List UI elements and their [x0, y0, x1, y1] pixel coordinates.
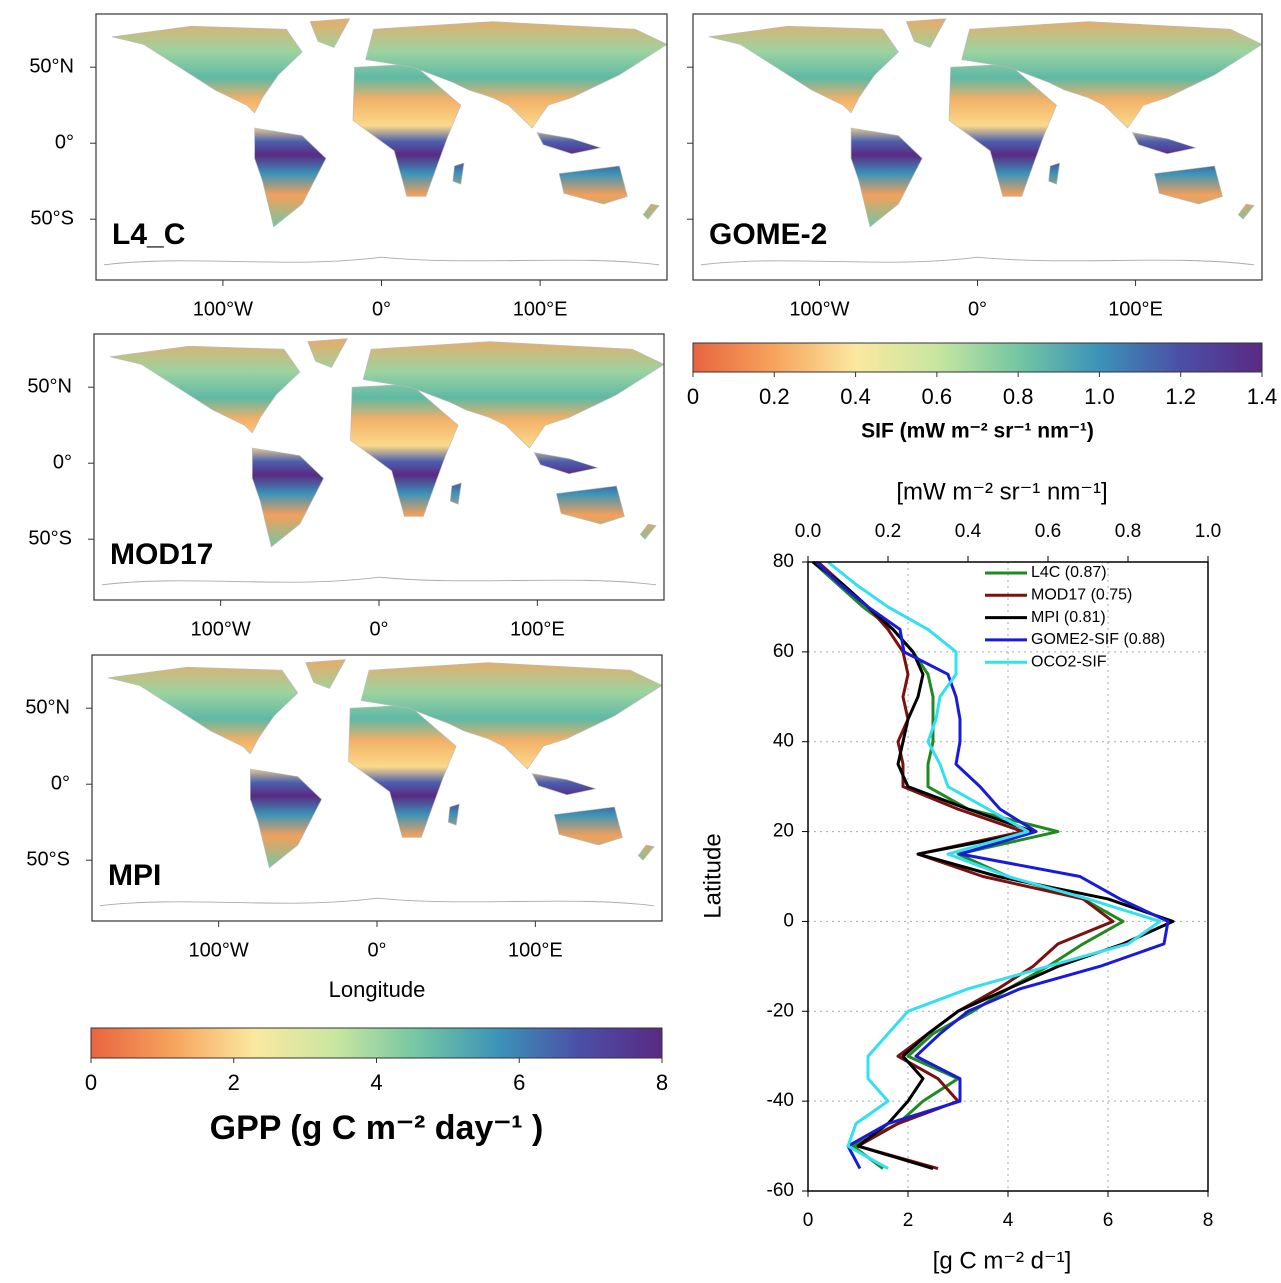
colorbar-tick-label: 2 [228, 1070, 240, 1095]
colorbar-tick-label: 4 [370, 1070, 382, 1095]
x-axis-title: Longitude [329, 977, 426, 1002]
colorbar [90, 1027, 663, 1059]
legend-label: MOD17 (0.75) [1031, 587, 1132, 604]
y-tick-label: 80 [773, 551, 794, 572]
lon-tick-label: 100°E [513, 298, 568, 320]
x-tick-label: 6 [1103, 1210, 1114, 1231]
legend-label: OCO2-SIF [1031, 653, 1107, 670]
x2-tick-label: 0.2 [875, 521, 901, 542]
colorbar-title: SIF (mW m⁻² sr⁻¹ nm⁻¹) [861, 420, 1094, 443]
lat-tick-label: 50°N [29, 55, 74, 77]
x2-tick-label: 0.4 [955, 521, 982, 542]
lon-tick-label: 0° [369, 618, 388, 640]
lon-tick-label: 100°E [510, 618, 565, 640]
panel-label: L4_C [112, 218, 185, 251]
x-tick-label: 0 [803, 1210, 814, 1231]
series-line [811, 560, 1125, 1170]
colorbar-tick-label: 1.0 [1084, 384, 1115, 409]
lat-tick-label: 0° [55, 131, 74, 153]
lat-tick-label: 50°N [27, 375, 72, 397]
lat-tick-label: 0° [53, 451, 72, 473]
lon-tick-label: 0° [367, 939, 386, 961]
colorbar-tick-label: 0 [687, 384, 699, 409]
colorbar-tick-label: 1.4 [1247, 384, 1278, 409]
series-line [812, 560, 1175, 1170]
x-axis-title: [g C m⁻² d⁻¹] [933, 1247, 1072, 1274]
colorbar-tick-label: 0.8 [1003, 384, 1034, 409]
series-line [814, 560, 1170, 1170]
lat-tick-label: 0° [51, 772, 70, 794]
x-tick-label: 2 [903, 1210, 914, 1231]
colorbar-tick-label: 0.6 [922, 384, 953, 409]
series-line [827, 560, 1162, 1170]
lon-tick-label: 100°W [189, 939, 249, 961]
colorbar-tick-label: 6 [513, 1070, 525, 1095]
colorbar-tick-label: 8 [656, 1070, 668, 1095]
panel-label: MPI [108, 859, 161, 892]
y-tick-label: -40 [767, 1090, 794, 1111]
lat-tick-label: 50°S [28, 527, 72, 549]
lat-tick-label: 50°S [30, 207, 74, 229]
y-axis-title: Latitude [699, 833, 726, 918]
x2-tick-label: 0.6 [1035, 521, 1061, 542]
y-tick-label: -60 [767, 1180, 794, 1201]
y-tick-label: 20 [773, 821, 794, 842]
colorbar-tick-label: 1.2 [1165, 384, 1196, 409]
y-tick-label: -20 [767, 1000, 794, 1021]
plot-frame [807, 561, 1209, 1192]
x2-tick-label: 0.0 [795, 521, 821, 542]
colorbar-tick-label: 0.2 [759, 384, 790, 409]
legend-label: MPI (0.81) [1031, 609, 1106, 626]
x2-axis-title: [mW m⁻² sr⁻¹ nm⁻¹] [896, 478, 1107, 505]
series-line [816, 560, 1115, 1170]
lat-tick-label: 50°N [25, 696, 70, 718]
colorbar [692, 342, 1263, 373]
y-tick-label: 0 [783, 910, 794, 931]
legend-label: GOME2-SIF (0.88) [1031, 631, 1165, 648]
lon-tick-label: 0° [372, 298, 391, 320]
lon-tick-label: 100°W [191, 618, 251, 640]
colorbar-tick-label: 0.4 [840, 384, 871, 409]
x2-tick-label: 0.8 [1115, 521, 1141, 542]
x2-tick-label: 1.0 [1195, 521, 1221, 542]
x-tick-label: 8 [1203, 1210, 1214, 1231]
lon-tick-label: 100°E [1108, 298, 1163, 320]
lon-tick-label: 0° [968, 298, 987, 320]
lon-tick-label: 100°E [508, 939, 563, 961]
lon-tick-label: 100°W [193, 298, 253, 320]
lat-tick-label: 50°S [26, 848, 70, 870]
y-tick-label: 40 [773, 731, 794, 752]
x-tick-label: 4 [1003, 1210, 1014, 1231]
y-tick-label: 60 [773, 641, 794, 662]
panel-label: GOME-2 [709, 218, 827, 251]
colorbar-title: GPP (g C m⁻² day⁻¹ ) [210, 1109, 544, 1147]
panel-label: MOD17 [110, 538, 213, 571]
colorbar-tick-label: 0 [85, 1070, 97, 1095]
legend-label: L4C (0.87) [1031, 564, 1107, 581]
lon-tick-label: 100°W [789, 298, 849, 320]
